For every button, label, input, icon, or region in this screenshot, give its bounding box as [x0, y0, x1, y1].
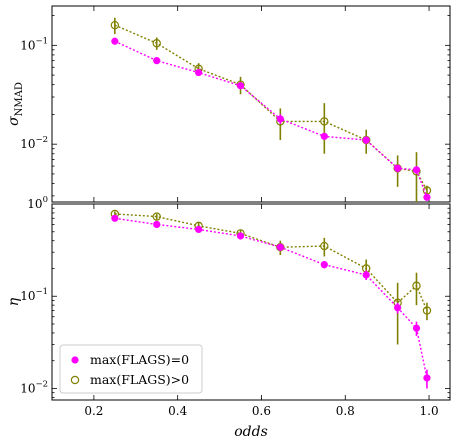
- bottom-flags-gt0-point-8: [412, 281, 421, 290]
- top-ytick-label-0: 10−1: [20, 36, 48, 52]
- top-flags0-point-6: [362, 136, 370, 144]
- bottom-ytick-label-exp: −1: [35, 287, 48, 297]
- bottom-flags-gt0-line: [114, 213, 428, 311]
- bottom-flags0-point-7: [394, 304, 402, 312]
- bottom-ytick-label-exp: −2: [35, 379, 48, 389]
- bottom-ytick-label-2: 10−2: [20, 379, 48, 395]
- top-flags0-point-1: [153, 57, 161, 65]
- bottom-ytick-label-base: 10: [20, 381, 35, 395]
- bottom-ytick-label-0: 100: [27, 195, 48, 211]
- top-flags0-point-8: [412, 166, 421, 174]
- top-ytick-label-exp: −2: [35, 135, 48, 145]
- bottom-panel-frame: [51, 203, 451, 401]
- legend-label-flags0: max(FLAGS)=0: [90, 352, 189, 367]
- bottom-ytick-label-base: 10: [27, 197, 42, 211]
- top-ylabel: σNMAD: [6, 82, 25, 126]
- top-flags0-point-5: [320, 132, 328, 140]
- bottom-flags0-point-8: [412, 324, 421, 332]
- bottom-ylabel-main: η: [6, 297, 22, 306]
- top-flags0-point-0: [111, 37, 119, 45]
- legend: max(FLAGS)=0 max(FLAGS)>0: [59, 344, 203, 394]
- top-ylabel-sub: NMAD: [14, 82, 25, 116]
- top-flags0-point-3: [236, 82, 245, 90]
- top-flags-gt0-point-0: [110, 20, 120, 30]
- bottom-flags-gt0-point-9: [422, 306, 432, 315]
- top-flags0-point-7: [394, 164, 402, 172]
- bottom-xtick-label-2: 0.6: [252, 404, 271, 418]
- top-ytick-label-exp: −1: [35, 36, 48, 46]
- bottom-ytick-label-1: 10−1: [20, 287, 48, 303]
- bottom-flags0-point-9: [423, 374, 431, 382]
- top-flags0-point-2: [195, 68, 203, 77]
- bottom-flags0-point-6: [362, 271, 370, 279]
- bottom-flags-gt0-point-1: [152, 212, 161, 221]
- top-ylabel-main: σ: [6, 116, 22, 126]
- bottom-flags0-point-2: [195, 225, 203, 234]
- legend-label-flags-gt0: max(FLAGS)>0: [90, 372, 189, 387]
- bottom-ylabel: η: [6, 297, 22, 306]
- bottom-flags0-point-4: [276, 243, 284, 251]
- top-ytick-label-1: 10−2: [20, 135, 48, 151]
- bottom-xtick-label-1: 0.4: [168, 404, 187, 418]
- bottom-xtick-label-3: 0.8: [336, 404, 355, 418]
- legend-marker-flags-gt0: [70, 375, 80, 385]
- top-ytick-label-base: 10: [20, 38, 35, 52]
- top-flags-gt0-point-1: [152, 39, 161, 48]
- top-panel-frame: [51, 5, 451, 203]
- legend-box: [59, 344, 203, 394]
- top-flags-gt0-line: [114, 24, 428, 191]
- top-flags0-point-9: [423, 193, 431, 201]
- top-flags0-line: [114, 40, 428, 198]
- bottom-flags0-point-1: [153, 220, 161, 229]
- top-flags0-point-4: [276, 115, 284, 123]
- bottom-flags0-point-5: [320, 261, 328, 269]
- top-flags-gt0-point-5: [320, 117, 329, 126]
- bottom-flags-gt0-point-5: [320, 241, 329, 251]
- bottom-flags0-point-3: [236, 232, 245, 240]
- bottom-xtick-label-0: 0.2: [84, 404, 103, 418]
- bottom-flags0-point-0: [111, 214, 119, 222]
- bottom-ytick-label-exp: 0: [43, 195, 48, 205]
- bottom-xtick-label-4: 1.0: [420, 404, 439, 418]
- bottom-ytick-label-base: 10: [20, 289, 35, 303]
- legend-marker-flags0: [71, 356, 79, 364]
- top-ytick-label-base: 10: [20, 137, 35, 151]
- x-axis-label: odds: [234, 424, 268, 440]
